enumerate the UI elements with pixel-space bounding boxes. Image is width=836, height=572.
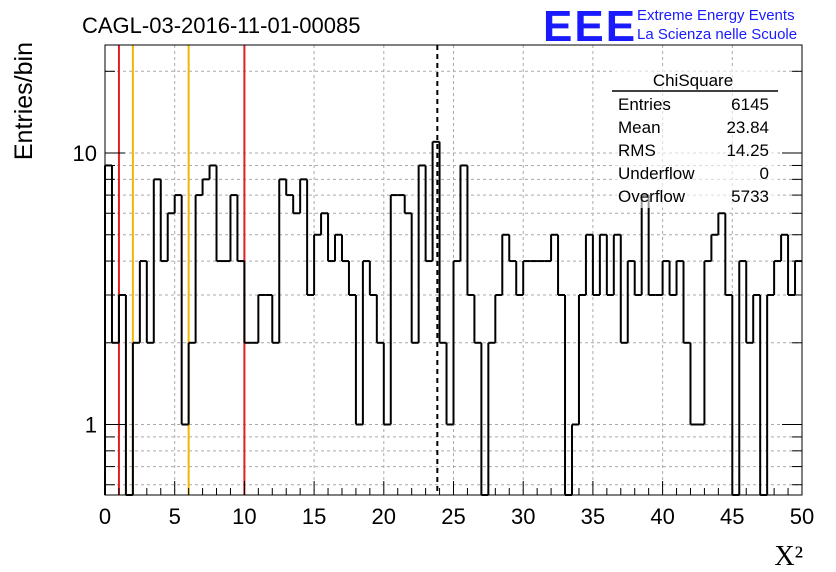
y-tick-label: 10 xyxy=(73,141,97,166)
stats-row-value: 23.84 xyxy=(726,118,769,137)
stats-rows: Entries 6145 Mean 23.84 RMS 14.25 Underflow 0 Ov… xyxy=(618,95,769,206)
y-axis-label: Entries/bin xyxy=(10,42,38,160)
stats-row-value: 5733 xyxy=(731,187,769,206)
x-axis-label: X² xyxy=(774,541,803,572)
stats-title: ChiSquare xyxy=(653,71,733,90)
x-tick-label: 40 xyxy=(650,504,674,529)
x-tick-label: 5 xyxy=(169,504,181,529)
stats-row-label: RMS xyxy=(618,141,656,160)
x-tick-label: 15 xyxy=(302,504,326,529)
stats-row-label: Underflow xyxy=(618,164,695,183)
chart-title: CAGL-03-2016-11-01-00085 xyxy=(82,13,360,38)
stats-row-value: 6145 xyxy=(731,95,769,114)
x-tick-label: 35 xyxy=(581,504,605,529)
logo-line-1: Extreme Energy Events xyxy=(637,7,795,24)
x-tick-label: 25 xyxy=(441,504,465,529)
stats-row-value: 0 xyxy=(760,164,769,183)
logo-letters: EEE xyxy=(543,2,637,51)
stats-row-label: Mean xyxy=(618,118,661,137)
stats-row-label: Overflow xyxy=(618,187,686,206)
stats-box: ChiSquare Entries 6145 Mean 23.84 RMS 14.25 Un… xyxy=(612,68,778,208)
stats-row-label: Entries xyxy=(618,95,671,114)
logo-line-2: La Scienza nelle Scuole xyxy=(637,26,797,43)
x-tick-label: 0 xyxy=(99,504,111,529)
reference-lines xyxy=(117,45,439,495)
x-tick-label: 10 xyxy=(232,504,256,529)
y-tick-label: 1 xyxy=(85,413,97,438)
eee-logo: EEE Extreme Energy Events La Scienza nel… xyxy=(543,2,797,51)
axes: 0 5 10 15 20 25 30 35 40 45 50 1 10 xyxy=(73,70,814,529)
x-tick-label: 45 xyxy=(720,504,744,529)
x-tick-label: 20 xyxy=(372,504,396,529)
x-tick-label: 30 xyxy=(511,504,535,529)
x-tick-label: 50 xyxy=(790,504,814,529)
stats-row-value: 14.25 xyxy=(726,141,769,160)
